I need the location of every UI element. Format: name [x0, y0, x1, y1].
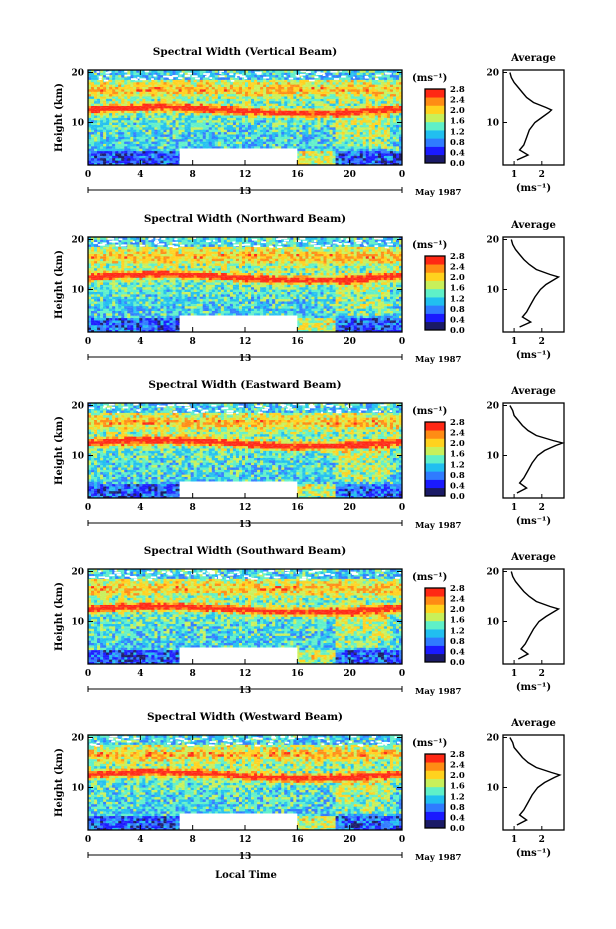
day-marker: 13	[239, 187, 252, 197]
colorbar-tick-label: 0.8	[450, 138, 465, 148]
colorbar-swatch	[425, 97, 445, 106]
colorbar-unit: (ms⁻¹)	[412, 73, 447, 84]
y-tick-label: 20	[71, 69, 84, 79]
colorbar-tick-label: 0.4	[450, 148, 465, 158]
x-tick-label: 4	[137, 170, 143, 180]
colorbar-swatch	[425, 154, 445, 164]
x-tick-label: 20	[343, 170, 356, 180]
colorbar-tick-label: 1.6	[450, 117, 465, 127]
avg-title: Average	[510, 53, 556, 64]
avg-frame	[502, 69, 565, 166]
data-gap	[179, 148, 298, 166]
x-tick-label: 8	[190, 170, 196, 180]
date-label: May 1987	[415, 188, 462, 198]
avg-x-tick-label: 1	[511, 170, 517, 180]
x-tick-label: 12	[239, 170, 252, 180]
colorbar-tick-label: 1.2	[450, 127, 465, 137]
panel-2: Spectral Width (Northward Beam)2010Heigh…	[54, 213, 565, 365]
panel-1: Spectral Width (Vertical Beam)2010Height…	[54, 46, 565, 198]
colorbar-swatch	[425, 146, 445, 156]
avg-x-tick-label: 2	[539, 170, 545, 180]
colorbar-tick-label: 2.8	[450, 85, 465, 95]
colorbar-swatch	[425, 130, 445, 139]
colorbar-swatch	[425, 113, 445, 123]
avg-y-tick-label: 10	[486, 119, 499, 129]
colorbar-tick-label: 2.4	[450, 96, 465, 106]
x-tick-label: 0	[399, 170, 405, 180]
colorbar-frame	[424, 88, 446, 164]
missing-data-cell	[401, 76, 407, 79]
panel-title: Spectral Width (Vertical Beam)	[153, 46, 337, 58]
colorbar-swatch	[425, 105, 445, 114]
y-tick-label: 10	[71, 119, 84, 129]
colorbar-swatch	[425, 138, 445, 147]
colorbar-tick-label: 0.0	[450, 159, 465, 169]
x-tick-label: 0	[85, 170, 91, 180]
colorbar-swatch	[425, 89, 445, 98]
colorbar-tick-label: 2.0	[450, 106, 465, 116]
y-axis-label: Height (km)	[54, 83, 65, 152]
avg-y-tick-label: 20	[486, 69, 499, 79]
avg-profile-line	[509, 72, 553, 161]
x-tick-label: 16	[291, 170, 304, 180]
colorbar-swatch	[425, 121, 445, 131]
avg-x-axis-label: (ms⁻¹)	[516, 183, 551, 194]
panel-title: Spectral Width (Northward Beam)	[144, 213, 346, 225]
